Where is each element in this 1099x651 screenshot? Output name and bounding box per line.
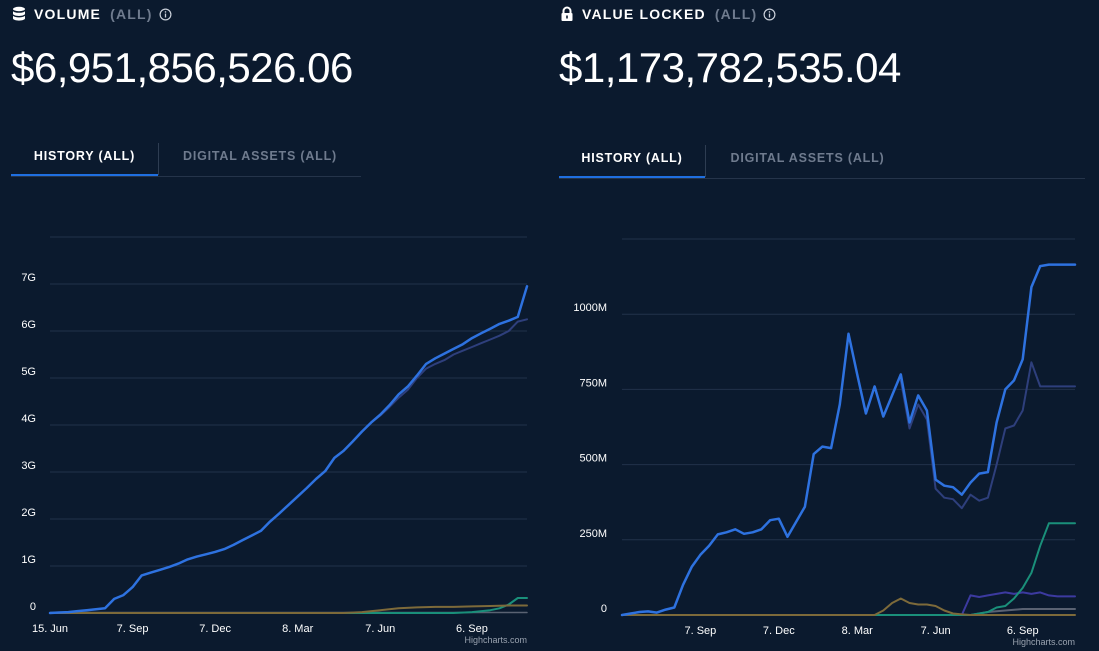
- series-line: [48, 285, 529, 615]
- x-tick-label: 7. Jun: [365, 623, 395, 635]
- y-tick-label: 500M: [579, 453, 607, 465]
- volume-scope: (ALL): [110, 6, 153, 22]
- x-tick-label: 7. Jun: [921, 625, 951, 637]
- x-tick-label: 7. Sep: [117, 623, 149, 635]
- info-icon[interactable]: [763, 8, 776, 21]
- value-locked-panel: VALUE LOCKED (ALL) $1,173,782,535.04 HIS…: [548, 0, 1099, 651]
- x-tick-label: 15. Jun: [32, 623, 68, 635]
- x-tick-label: 8. Mar: [282, 623, 314, 635]
- volume-header: VOLUME (ALL): [11, 4, 172, 24]
- volume-value: $6,951,856,526.06: [11, 44, 353, 91]
- y-tick-label: 6G: [21, 319, 36, 331]
- series-line: [49, 597, 528, 614]
- lock-icon: [561, 6, 573, 21]
- series-line: [49, 604, 528, 614]
- info-icon[interactable]: [159, 8, 172, 21]
- y-tick-label: 2G: [21, 507, 36, 519]
- highcharts-credit[interactable]: Highcharts.com: [464, 635, 527, 645]
- tab-history[interactable]: HISTORY (ALL): [11, 137, 158, 177]
- series-line: [899, 361, 1076, 510]
- x-tick-label: 7. Dec: [763, 625, 795, 637]
- x-tick-label: 8. Mar: [842, 625, 874, 637]
- tab-baseline: [559, 178, 1085, 179]
- volume-title: VOLUME: [34, 6, 102, 22]
- x-tick-label: 7. Sep: [684, 625, 716, 637]
- value-locked-tabs: HISTORY (ALL) DIGITAL ASSETS (ALL): [559, 139, 1099, 179]
- tab-baseline: [11, 176, 361, 177]
- series-line: [621, 591, 1076, 616]
- tab-digital-assets[interactable]: DIGITAL ASSETS (ALL): [183, 149, 337, 163]
- y-tick-label: 5G: [21, 366, 36, 378]
- y-tick-label: 4G: [21, 413, 36, 425]
- highcharts-credit[interactable]: Highcharts.com: [1012, 637, 1075, 647]
- x-tick-label: 7. Dec: [199, 623, 231, 635]
- x-tick-label: 6. Sep: [1007, 625, 1039, 637]
- volume-history-chart: 0 1G 2G 3G 4G 5G 6G 7G 15. Jun 7. Sep 7. Dec 8. Mar…: [21, 236, 529, 645]
- y-tick-label: 0: [601, 603, 607, 615]
- value-locked-header: VALUE LOCKED (ALL): [559, 4, 776, 24]
- value-locked-value: $1,173,782,535.04: [559, 44, 901, 91]
- volume-tabs: HISTORY (ALL) DIGITAL ASSETS (ALL): [11, 137, 545, 177]
- y-tick-label: 0: [30, 601, 36, 613]
- y-tick-label: 1G: [21, 554, 36, 566]
- x-tick-label: 6. Sep: [456, 623, 488, 635]
- value-locked-history-chart: 0 250M 500M 750M 1000M 7. Sep 7. Dec 8. Mar 7. J…: [573, 238, 1077, 647]
- volume-panel: VOLUME (ALL) $6,951,856,526.06 HISTORY (…: [0, 0, 545, 651]
- y-tick-label: 250M: [579, 528, 607, 540]
- tab-divider: [705, 145, 706, 177]
- y-tick-label: 1000M: [573, 302, 607, 314]
- series-line: [621, 597, 1076, 616]
- value-locked-scope: (ALL): [714, 6, 758, 22]
- tab-divider: [158, 143, 159, 175]
- series-line: [620, 263, 1077, 617]
- series-line: [342, 318, 528, 452]
- y-tick-label: 7G: [21, 272, 36, 284]
- y-tick-label: 750M: [579, 377, 607, 389]
- tab-digital-assets[interactable]: DIGITAL ASSETS (ALL): [730, 151, 885, 165]
- value-locked-title: VALUE LOCKED: [582, 6, 706, 22]
- database-icon: [13, 6, 25, 21]
- tab-history[interactable]: HISTORY (ALL): [559, 139, 705, 179]
- y-tick-label: 3G: [21, 460, 36, 472]
